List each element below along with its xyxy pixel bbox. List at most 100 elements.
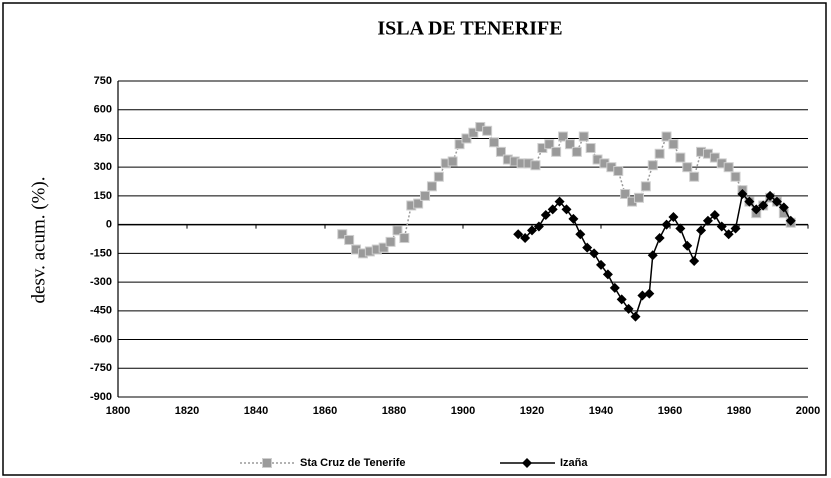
y-tick-label: -150 xyxy=(90,247,112,259)
marker xyxy=(344,234,355,245)
marker xyxy=(337,229,348,240)
marker xyxy=(568,213,579,224)
y-tick-label: 750 xyxy=(94,75,112,87)
x-tick-label: 1800 xyxy=(106,405,130,417)
legend-label: Sta Cruz de Tenerife xyxy=(300,457,406,469)
marker xyxy=(575,229,586,240)
marker xyxy=(433,171,444,182)
marker xyxy=(558,131,569,142)
marker xyxy=(609,282,620,293)
marker xyxy=(551,146,562,157)
marker xyxy=(654,148,665,159)
marker xyxy=(616,294,627,305)
marker xyxy=(758,200,769,211)
marker xyxy=(709,152,720,163)
marker xyxy=(533,221,544,232)
marker xyxy=(689,171,700,182)
marker xyxy=(730,223,741,234)
x-tick-label: 1960 xyxy=(658,405,682,417)
marker xyxy=(654,233,665,244)
marker xyxy=(554,196,565,207)
marker xyxy=(482,125,493,136)
legend-marker xyxy=(262,458,272,468)
marker xyxy=(454,139,465,150)
y-tick-label: -600 xyxy=(90,333,112,345)
marker xyxy=(640,181,651,192)
x-tick-label: 2000 xyxy=(796,405,820,417)
marker xyxy=(520,233,531,244)
y-tick-label: -900 xyxy=(90,391,112,403)
marker xyxy=(420,190,431,201)
marker xyxy=(623,303,634,314)
y-tick-label: 450 xyxy=(94,132,112,144)
y-tick-label: 0 xyxy=(106,219,112,231)
marker xyxy=(564,139,575,150)
marker xyxy=(447,156,458,167)
marker xyxy=(571,146,582,157)
x-tick-label: 1940 xyxy=(589,405,613,417)
x-tick-label: 1900 xyxy=(451,405,475,417)
marker xyxy=(544,139,555,150)
marker xyxy=(778,202,789,213)
marker xyxy=(413,198,424,209)
marker xyxy=(602,269,613,280)
legend-label: Izaña xyxy=(560,457,588,469)
marker xyxy=(385,236,396,247)
marker xyxy=(613,166,624,177)
marker xyxy=(561,204,572,215)
x-tick-label: 1840 xyxy=(244,405,268,417)
y-tick-label: -750 xyxy=(90,362,112,374)
marker xyxy=(589,248,600,259)
marker xyxy=(647,160,658,171)
marker xyxy=(392,225,403,236)
marker xyxy=(682,240,693,251)
y-tick-label: 600 xyxy=(94,104,112,116)
marker xyxy=(668,211,679,222)
y-tick-label: 300 xyxy=(94,161,112,173)
marker xyxy=(675,152,686,163)
marker xyxy=(378,242,389,253)
marker xyxy=(513,229,524,240)
chart-title: ISLA DE TENERIFE xyxy=(377,18,562,40)
marker xyxy=(696,225,707,236)
marker xyxy=(399,233,410,244)
marker xyxy=(730,171,741,182)
marker xyxy=(689,256,700,267)
marker xyxy=(771,196,782,207)
marker xyxy=(578,131,589,142)
marker xyxy=(530,160,541,171)
marker xyxy=(585,143,596,154)
marker xyxy=(495,146,506,157)
marker xyxy=(596,259,606,270)
marker xyxy=(582,242,593,253)
marker xyxy=(723,229,734,240)
marker xyxy=(702,215,713,226)
marker xyxy=(647,250,658,261)
y-tick-label: 150 xyxy=(94,190,112,202)
x-tick-label: 1820 xyxy=(175,405,199,417)
x-tick-label: 1980 xyxy=(727,405,751,417)
marker xyxy=(461,133,472,144)
y-tick-label: -450 xyxy=(90,305,112,317)
marker xyxy=(765,190,776,201)
marker xyxy=(709,210,720,221)
marker xyxy=(426,181,437,192)
marker xyxy=(668,139,679,150)
x-tick-label: 1880 xyxy=(382,405,406,417)
y-axis-label: desv. acum. (%). xyxy=(28,177,49,304)
marker xyxy=(644,288,655,299)
marker xyxy=(633,192,644,203)
marker xyxy=(785,215,796,226)
x-tick-label: 1920 xyxy=(520,405,544,417)
marker xyxy=(661,131,672,142)
marker xyxy=(723,162,734,173)
marker xyxy=(682,162,693,173)
marker xyxy=(630,311,641,322)
marker xyxy=(527,225,537,236)
marker xyxy=(620,188,631,199)
y-tick-label: -300 xyxy=(90,276,112,288)
marker xyxy=(737,188,748,199)
legend-marker xyxy=(522,458,532,468)
